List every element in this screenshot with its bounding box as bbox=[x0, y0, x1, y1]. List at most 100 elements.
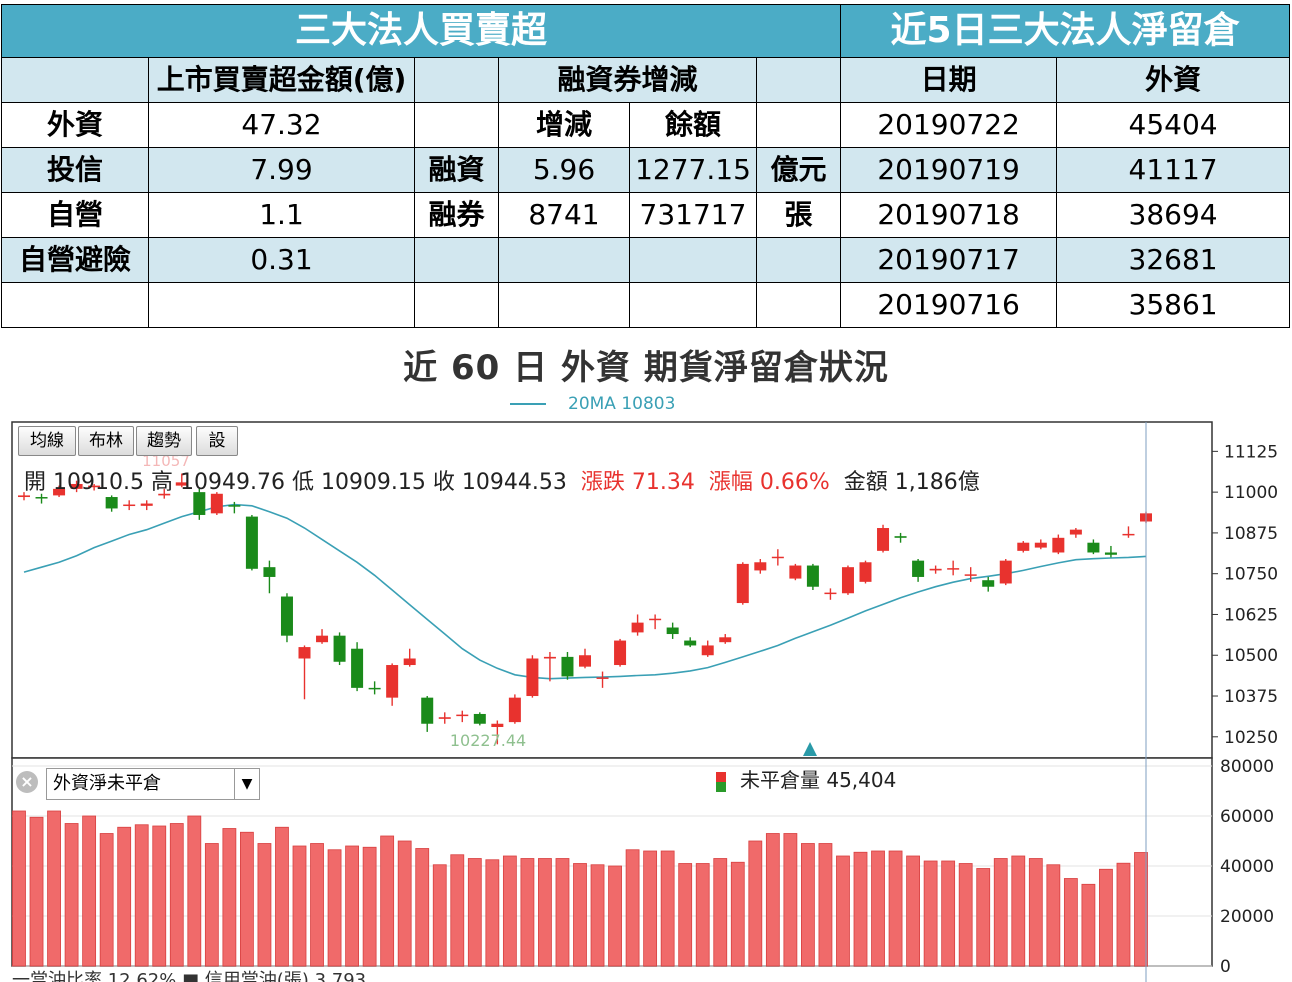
candle-body bbox=[473, 713, 486, 724]
candle-body bbox=[1017, 542, 1030, 551]
volume-bar bbox=[678, 863, 693, 967]
ohlc-open: 開 10910.5 bbox=[24, 470, 144, 495]
blank-cell bbox=[755, 57, 842, 103]
blank-cell bbox=[498, 282, 630, 328]
volume-bar bbox=[608, 865, 622, 967]
volume-bar bbox=[888, 850, 903, 967]
margin-short-balance: 731717 bbox=[629, 192, 757, 238]
candle-body bbox=[684, 640, 697, 646]
volume-legend-label: 未平倉量 45,404 bbox=[740, 768, 897, 792]
volume-bar bbox=[397, 840, 412, 967]
candle-body bbox=[280, 596, 293, 636]
candle-body bbox=[53, 488, 66, 496]
ma-button[interactable]: 均線 bbox=[18, 426, 76, 456]
candle-body bbox=[105, 497, 118, 509]
volume-bar bbox=[1063, 878, 1078, 967]
volume-bar bbox=[415, 848, 430, 967]
blank-cell bbox=[1, 282, 149, 328]
volume-bar bbox=[625, 849, 640, 967]
volume-bar bbox=[643, 850, 658, 967]
volume-axis: 0 20000 40000 60000 80000 bbox=[1220, 757, 1274, 977]
blank-cell bbox=[148, 282, 415, 328]
volume-tick-label: 40000 bbox=[1220, 857, 1274, 877]
candle-body bbox=[894, 536, 907, 538]
candle-body bbox=[649, 618, 662, 621]
amount-trust: 7.99 bbox=[148, 147, 415, 193]
position-foreign: 45404 bbox=[1056, 102, 1291, 148]
volume-bar bbox=[432, 864, 447, 967]
candle-body bbox=[140, 503, 153, 506]
volume-bar bbox=[275, 826, 289, 967]
candle-body bbox=[596, 677, 609, 679]
amount-dealer-hedge: 0.31 bbox=[148, 237, 415, 283]
position-foreign: 32681 bbox=[1056, 237, 1291, 283]
trend-button[interactable]: 趨勢 bbox=[136, 426, 192, 456]
ma-legend-label: 20MA 10803 bbox=[568, 394, 676, 414]
chart-title: 近 60 日 外資 期貨淨留倉狀況 bbox=[403, 348, 889, 388]
candle-body bbox=[210, 493, 223, 514]
max-price-label: 11057 bbox=[142, 452, 190, 470]
volume-bar bbox=[976, 868, 991, 967]
row-label-foreign: 外資 bbox=[1, 102, 149, 148]
candle-body bbox=[912, 560, 925, 577]
volume-bar bbox=[257, 843, 272, 967]
candle-body bbox=[456, 714, 469, 717]
volume-bar bbox=[695, 863, 710, 967]
bollinger-button[interactable]: 布林 bbox=[78, 426, 134, 456]
chevron-down-icon[interactable]: ▼ bbox=[234, 769, 259, 799]
volume-bar bbox=[520, 858, 535, 967]
candle-body bbox=[631, 622, 644, 633]
volume-bar bbox=[467, 858, 482, 967]
candle-body bbox=[193, 492, 206, 515]
volume-legend: 未平倉量 45,404 bbox=[716, 764, 896, 793]
candle-body bbox=[1122, 533, 1135, 536]
candle-body bbox=[88, 485, 101, 488]
candle-body bbox=[999, 560, 1012, 584]
candle-body bbox=[1069, 529, 1082, 535]
volume-bar bbox=[748, 840, 763, 967]
close-icon[interactable]: × bbox=[16, 771, 38, 793]
blank-cell bbox=[414, 237, 499, 283]
candle-body bbox=[158, 493, 171, 496]
blank-cell bbox=[629, 237, 757, 283]
col-header-amount: 上市買賣超金額(億) bbox=[148, 57, 415, 103]
position-date: 20190722 bbox=[840, 102, 1058, 148]
volume-bar bbox=[47, 810, 61, 967]
indicator-select[interactable]: 外資淨未平倉 ▼ bbox=[46, 768, 260, 800]
candle-body bbox=[421, 697, 434, 724]
blank-cell bbox=[414, 102, 499, 148]
candle-body bbox=[70, 483, 83, 489]
candle-body bbox=[123, 504, 136, 507]
candle-body bbox=[438, 717, 451, 719]
ma-legend: 20MA 10803 bbox=[510, 394, 675, 414]
volume-bar bbox=[818, 843, 833, 967]
settings-button[interactable]: 設 bbox=[196, 426, 238, 456]
candle-body bbox=[859, 562, 872, 582]
next-panel-header: 一當沖比率 12.62% ■ 信用當沖(張) 3,793 bbox=[12, 970, 367, 982]
volume-bar bbox=[1099, 868, 1113, 967]
price-tick-label: 10375 bbox=[1224, 687, 1278, 707]
marker-triangle-icon bbox=[803, 742, 817, 756]
futures-chart[interactable]: 10250 10375 10500 10625 10750 10875 11000 11125… bbox=[0, 390, 1292, 982]
volume-bar bbox=[836, 855, 850, 967]
volume-bar bbox=[713, 858, 728, 967]
price-tick-label: 11000 bbox=[1224, 483, 1278, 503]
candle-body bbox=[298, 647, 311, 659]
ohlc-close: 收 10944.53 bbox=[432, 470, 567, 495]
volume-bar bbox=[871, 850, 885, 967]
summary-table: 三大法人買賣超 近5日三大法人淨留倉 上市買賣超金額(億) 融資券增減 日期 外… bbox=[0, 4, 1291, 328]
candle-body bbox=[929, 568, 942, 571]
blank-cell bbox=[755, 282, 842, 328]
volume-bar bbox=[555, 858, 570, 967]
margin-label-short: 融券 bbox=[414, 192, 499, 238]
sub-header-balance: 餘額 bbox=[629, 102, 757, 148]
blank-cell bbox=[414, 282, 499, 328]
blank-cell bbox=[629, 282, 757, 328]
candle-body bbox=[666, 627, 679, 635]
volume-bar bbox=[169, 823, 184, 967]
volume-bar bbox=[538, 858, 552, 967]
blank-cell bbox=[498, 237, 630, 283]
candle-body bbox=[1052, 537, 1065, 553]
candle-body bbox=[579, 655, 591, 667]
price-tick-label: 10250 bbox=[1224, 728, 1278, 748]
